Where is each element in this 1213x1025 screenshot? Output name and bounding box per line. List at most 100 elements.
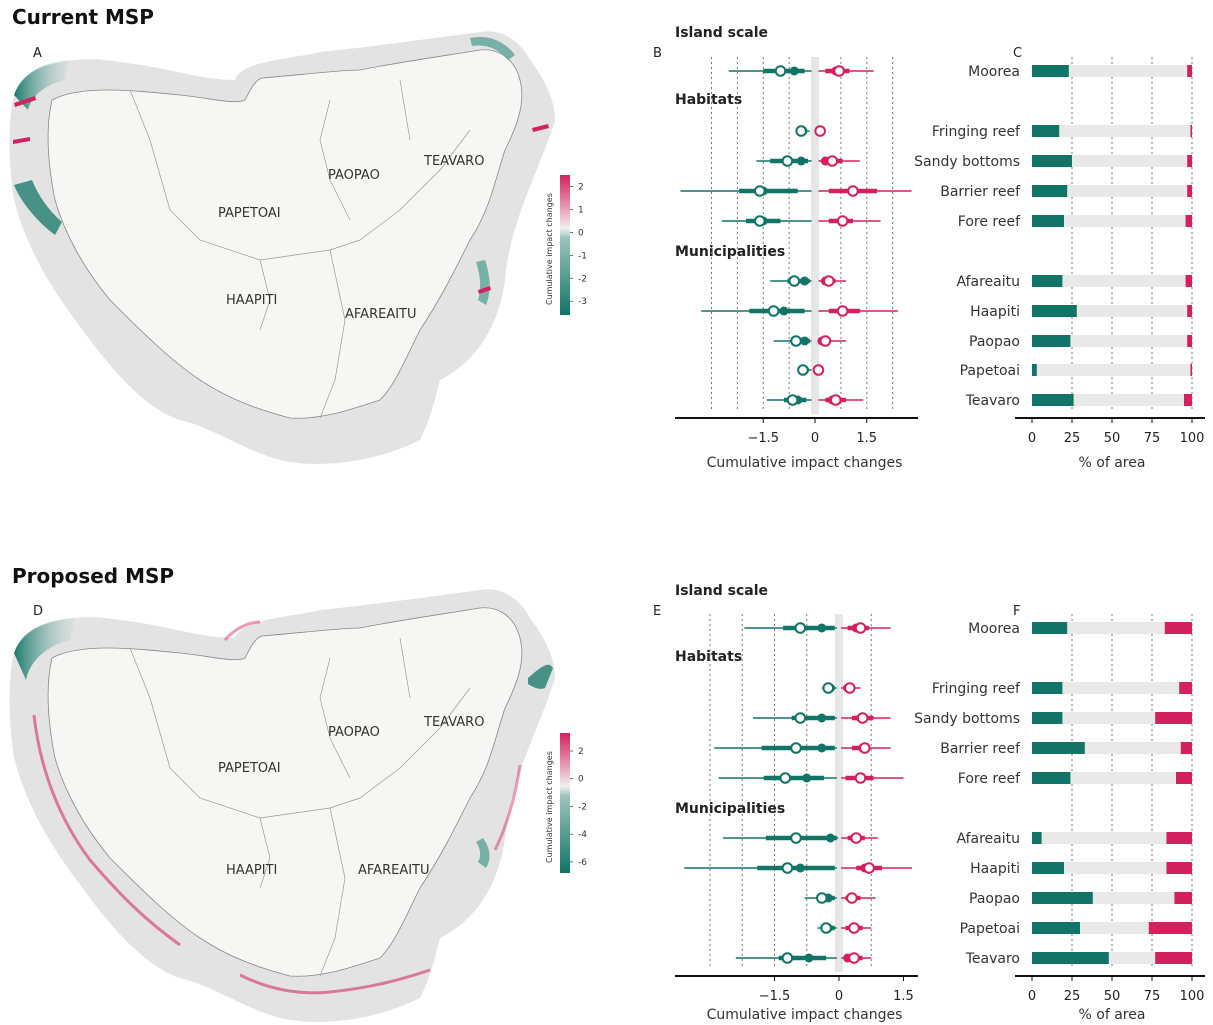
bar-row	[1032, 155, 1192, 167]
bar-positive	[1164, 622, 1192, 634]
bar-background	[1032, 364, 1192, 376]
bar-positive	[1190, 364, 1192, 376]
colorbar-tick-label: 0	[578, 775, 584, 785]
bar-background	[1032, 712, 1192, 724]
median-point-neg	[794, 712, 807, 724]
bar-negative	[1032, 622, 1068, 634]
bar-positive	[1185, 215, 1192, 227]
bar-row	[1032, 335, 1192, 347]
forest-row	[680, 185, 912, 197]
map-panel-d: D PAPETOAI PAOPAO TEAVARO HAAPITI AFAREA…	[9, 589, 587, 1022]
mean-point-neg	[789, 66, 799, 76]
forest-row	[744, 622, 891, 634]
forest-x-axis-title: Cumulative impact changes	[707, 1007, 903, 1023]
colorbar-tick-label: -6	[578, 858, 587, 868]
bar-x-tick-label: 0	[1028, 431, 1036, 446]
impact-pink-4	[478, 286, 491, 294]
bar-x-tick-label: 25	[1064, 989, 1081, 1004]
row-label: Moorea	[968, 64, 1020, 80]
median-point-neg	[790, 832, 802, 844]
row-label: Haapiti	[970, 861, 1020, 877]
forest-x-tick-label: −1.5	[759, 989, 791, 1004]
median-point-neg	[794, 622, 807, 634]
median-point-neg	[767, 305, 780, 317]
section-title-current: Current MSP	[12, 5, 154, 29]
island-land	[47, 49, 523, 419]
colorbar-tick-label: 2	[578, 182, 584, 192]
impact-northeast	[470, 36, 515, 60]
mean-point-neg	[796, 156, 806, 166]
bar-background	[1032, 622, 1192, 634]
median-point-neg	[816, 892, 828, 904]
bar-row	[1032, 682, 1192, 694]
bar-row	[1032, 125, 1192, 137]
forest-row	[722, 832, 878, 844]
forest-bar-panel-b: B C Island scale Habitats Municipalities Moor…	[653, 25, 1205, 471]
bar-positive	[1174, 892, 1192, 904]
bar-positive	[1166, 832, 1192, 844]
municipality-paopao-d: PAOPAO	[328, 725, 380, 740]
panel-letter-a: A	[33, 46, 42, 61]
median-point-neg	[790, 335, 802, 347]
median-point-neg	[795, 125, 808, 137]
row-label: Teavaro	[965, 393, 1020, 409]
bar-x-tick-label: 75	[1144, 989, 1161, 1004]
bar-row	[1032, 952, 1192, 964]
bar-positive	[1190, 125, 1192, 137]
bar-negative	[1032, 65, 1069, 77]
bar-positive	[1185, 275, 1192, 287]
bar-positive	[1179, 682, 1192, 694]
bar-background	[1032, 185, 1192, 197]
bar-negative	[1032, 682, 1063, 694]
row-label: Teavaro	[965, 951, 1020, 967]
bar-x-tick-label: 100	[1180, 431, 1205, 446]
colorbar-tick-label: -1	[578, 251, 587, 261]
bar-row	[1032, 922, 1192, 934]
row-label: Fore reef	[958, 214, 1021, 230]
section-title-proposed: Proposed MSP	[12, 564, 174, 588]
row-label: Fore reef	[958, 771, 1021, 787]
group-heading: Habitats	[675, 92, 742, 108]
row-label: Barrier reef	[940, 741, 1021, 757]
row-label: Fringing reef	[932, 124, 1021, 140]
municipality-haapiti: HAAPITI	[226, 293, 277, 308]
bar-row	[1032, 622, 1192, 634]
zero-band	[811, 57, 819, 414]
bar-x-tick-label: 50	[1104, 431, 1121, 446]
impact-pink-3	[532, 124, 549, 132]
bar-positive	[1176, 772, 1192, 784]
bar-positive	[1155, 952, 1192, 964]
bar-row	[1032, 364, 1192, 376]
bar-row	[1032, 742, 1192, 754]
bar-positive	[1187, 65, 1192, 77]
median-point-pos	[848, 922, 860, 934]
municipality-afareaitu-d: AFAREAITU	[358, 863, 430, 878]
bar-negative	[1032, 862, 1064, 874]
panel-letter-c: C	[1013, 46, 1022, 61]
median-point-pos	[833, 65, 845, 77]
median-point-neg	[781, 862, 794, 874]
bar-row	[1032, 215, 1192, 227]
panel-letter-b: B	[653, 46, 662, 61]
bar-negative	[1032, 335, 1071, 347]
bar-x-tick-label: 25	[1064, 431, 1081, 446]
impact-pink-north-d	[223, 620, 261, 641]
municipality-papetoai: PAPETOAI	[218, 206, 281, 221]
mean-point-neg	[800, 336, 810, 346]
forest-row	[684, 862, 913, 874]
median-point-pos	[829, 394, 842, 406]
bar-negative	[1032, 922, 1080, 934]
forest-row	[718, 772, 904, 784]
row-label: Afareaitu	[957, 274, 1020, 290]
forest-row	[804, 892, 876, 904]
median-point-neg	[774, 65, 787, 77]
colorbar-a: Cumulative impact changes 2 1 0 -1 -2 -3	[545, 175, 587, 315]
median-point-pos	[814, 125, 826, 137]
bar-positive	[1187, 305, 1192, 317]
mean-point-neg	[802, 773, 812, 783]
median-point-neg	[790, 742, 802, 754]
bar-row	[1032, 862, 1192, 874]
forest-row	[756, 155, 860, 167]
median-point-neg	[781, 952, 794, 964]
bar-negative	[1032, 772, 1071, 784]
